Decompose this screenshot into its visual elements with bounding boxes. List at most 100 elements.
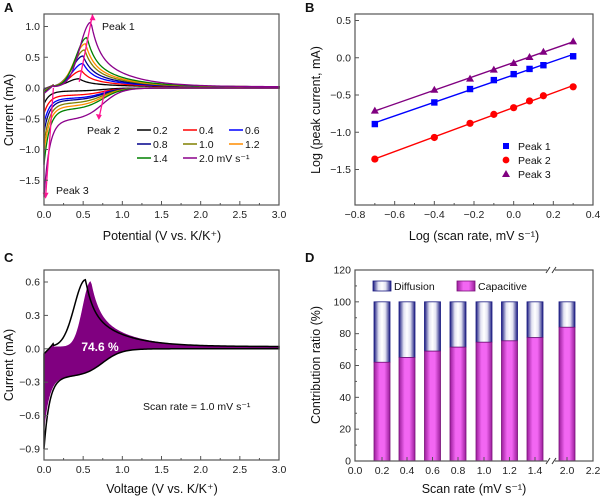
panel-c-plot-area	[43, 278, 280, 450]
legend-label: 1.0	[199, 139, 214, 151]
panel-c: C 0.0 0.5 1.0 1.5 2.0 2.5 3.0 0.6 0.3 0.0 −0.3 −0.6…	[2, 250, 286, 496]
bar-diffusion	[475, 301, 493, 343]
d-xtick-label: 0.6	[425, 465, 440, 477]
data-point-circle	[510, 104, 518, 112]
legend-marker-square	[503, 143, 509, 149]
panel-b-ticks: −0.8 −0.6 −0.4 −0.2 0.0 0.2 0.4 0.5 0.0 −0.5 −1.0 −…	[330, 15, 600, 221]
bar-capacitive	[501, 340, 518, 462]
d-ytick-label: 120	[333, 265, 351, 277]
capacitive-area	[44, 281, 279, 433]
a-ytick-label: 0.5	[25, 52, 40, 64]
axis-break-mark-icon	[545, 457, 551, 465]
panel-d-ticks: 0.0 0.2 0.4 0.6 0.8 1.0 1.2 1.4 2.0 2.2 0 20 40 60 80 1…	[333, 265, 600, 478]
a-xtick-label: 2.0	[193, 209, 208, 221]
data-point-circle	[525, 97, 534, 105]
c-xtick-label: 2.0	[193, 464, 208, 476]
legend-swatch-diffusion	[372, 280, 392, 292]
data-point-triangle	[489, 65, 498, 73]
a-ytick-label: −1.5	[19, 175, 40, 187]
panel-b: B −0.8 −0.6 −0.4 −0.2 0.0 0.2 0.4 0.5 0.0 −0.5 −1.…	[305, 0, 600, 243]
cv-curve-2.0	[43, 21, 280, 198]
legend-label: 0.6	[245, 125, 260, 137]
axis-break-gap	[547, 267, 555, 273]
legend-swatch-capacitive	[456, 280, 476, 292]
a-xtick-label: 3.0	[272, 209, 287, 221]
axis-break-gap	[547, 458, 555, 464]
bar-capacitive	[558, 326, 576, 462]
legend-label: 0.2	[153, 125, 168, 137]
panel-d: D 0.0 0.2 0.4 0.6 0.8 1.0 1.2 1.4 2.0 2.2 0 20 40 60 8…	[305, 250, 600, 496]
d-xtick-label: 2.2	[586, 465, 600, 477]
panel-b-legend: Peak 1 Peak 2 Peak 3	[502, 141, 551, 181]
panel-d-frame	[354, 269, 594, 462]
panel-b-plot-area	[370, 37, 578, 163]
b-ytick-label: −1.0	[330, 127, 351, 139]
panel-letter-c: C	[4, 250, 14, 265]
b-xtick-label: 0.4	[586, 209, 600, 221]
peak-2-arrow-icon	[98, 89, 106, 119]
bar-capacitive	[449, 346, 467, 462]
cv-curve-0.6	[43, 62, 280, 124]
b-xtick-label: −0.8	[345, 209, 366, 221]
b-xtick-label: −0.4	[424, 209, 445, 221]
panel-d-ylabel: Contribution ratio (%)	[309, 306, 323, 424]
bar-capacitive	[398, 357, 416, 462]
b-ytick-label: 0.5	[336, 15, 351, 27]
capacitive-percent-label: 74.6 %	[81, 340, 119, 354]
cv-curve-0.8	[43, 55, 280, 133]
fit-line-peak-1	[374, 53, 574, 124]
bar-capacitive	[424, 350, 441, 462]
data-point-circle	[371, 155, 379, 163]
c-ytick-label: 0.0	[25, 343, 40, 355]
legend-label-capacitive: Capacitive	[478, 281, 527, 293]
c-xtick-label: 1.0	[115, 464, 130, 476]
data-point-square	[431, 99, 438, 106]
c-xtick-label: 3.0	[272, 464, 287, 476]
data-point-triangle	[525, 53, 534, 61]
axis-break-mark-icon	[551, 457, 557, 465]
a-xtick-label: 2.5	[233, 209, 248, 221]
b-xtick-label: −0.6	[384, 209, 405, 221]
bar-diffusion	[501, 301, 518, 342]
legend-label-diffusion: Diffusion	[394, 281, 435, 293]
legend-label: Peak 1	[518, 141, 551, 153]
c-ytick-label: 0.3	[25, 310, 40, 322]
c-xtick-label: 0.0	[37, 464, 52, 476]
legend-label: 0.8	[153, 139, 168, 151]
data-point-circle	[490, 110, 498, 118]
bar-diffusion	[398, 301, 416, 358]
c-xtick-label: 1.5	[154, 464, 169, 476]
b-ytick-label: −0.5	[330, 90, 351, 102]
d-ytick-label: 20	[339, 424, 351, 436]
c-xtick-label: 2.5	[233, 464, 248, 476]
a-ytick-label: −0.5	[19, 113, 40, 125]
legend-label: 1.2	[245, 139, 260, 151]
panel-a-ylabel: Current (mA)	[2, 74, 16, 146]
data-point-triangle	[466, 74, 475, 82]
d-ytick-label: 80	[339, 328, 351, 340]
b-ytick-label: 0.0	[336, 52, 351, 64]
data-point-square	[540, 62, 547, 69]
b-ytick-label: −1.5	[330, 164, 351, 176]
bar-diffusion	[558, 301, 576, 328]
panel-letter-a: A	[4, 0, 14, 15]
c-xtick-label: 0.5	[76, 464, 91, 476]
data-point-triangle	[370, 106, 379, 114]
d-ytick-label: 40	[339, 392, 351, 404]
panel-a: A 0.0 0.5 1.0 1.5 2.0 2.5 3.0 1.0 0.5 0.0 −0.5 −1.0…	[2, 0, 286, 243]
a-ytick-label: −1.0	[19, 144, 40, 156]
legend-marker-triangle	[502, 170, 510, 177]
peak-3-label: Peak 3	[56, 185, 89, 197]
bar-capacitive	[475, 341, 493, 462]
peak-1-label: Peak 1	[102, 21, 135, 33]
panel-c-ticks: 0.0 0.5 1.0 1.5 2.0 2.5 3.0 0.6 0.3 0.0 −0.3 −0.6 −0…	[19, 277, 286, 477]
panel-a-ticks: 0.0 0.5 1.0 1.5 2.0 2.5 3.0 1.0 0.5 0.0 −0.5 −1.0 −1…	[19, 21, 286, 221]
axis-break-mark-icon	[545, 266, 551, 274]
c-ytick-label: 0.6	[25, 277, 40, 289]
data-point-square	[371, 120, 379, 128]
d-xtick-label: 1.4	[528, 465, 543, 477]
fit-line-peak-2	[374, 84, 574, 160]
bar-diffusion	[449, 301, 467, 348]
data-point-circle	[430, 133, 438, 142]
bar-diffusion	[424, 301, 441, 352]
